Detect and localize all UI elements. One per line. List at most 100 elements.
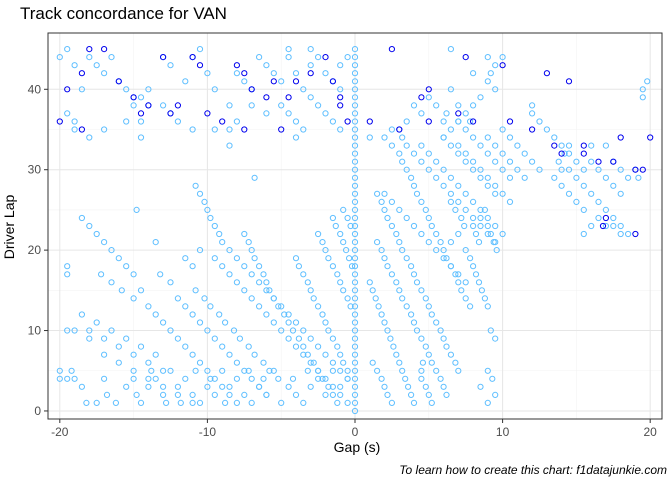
data-point	[145, 359, 152, 366]
data-point	[477, 214, 484, 222]
data-point	[499, 166, 506, 173]
data-point	[443, 255, 450, 262]
data-point	[381, 134, 388, 141]
data-point	[375, 303, 382, 310]
data-point	[418, 94, 425, 101]
x-tick-label: -20	[51, 425, 69, 439]
data-point	[329, 118, 336, 125]
data-point	[536, 166, 543, 173]
data-point	[351, 126, 359, 133]
data-point	[248, 375, 255, 382]
data-point	[108, 327, 115, 334]
data-point	[443, 110, 450, 117]
data-point	[177, 399, 184, 406]
data-point	[256, 303, 263, 310]
data-point	[484, 78, 491, 85]
data-point	[492, 158, 499, 165]
data-point	[130, 94, 137, 101]
data-point	[260, 359, 267, 366]
data-point	[418, 158, 425, 165]
data-point	[447, 126, 454, 133]
data-point	[610, 214, 617, 222]
data-point	[278, 399, 285, 406]
data-point	[270, 70, 277, 77]
data-point	[351, 46, 359, 53]
data-point	[108, 279, 115, 286]
data-point	[388, 399, 395, 406]
data-point	[137, 94, 145, 101]
data-point	[334, 343, 341, 350]
data-point	[219, 263, 226, 270]
data-point	[462, 206, 469, 213]
data-point	[241, 78, 248, 85]
data-point	[241, 367, 248, 374]
data-point	[211, 375, 218, 382]
data-point	[580, 142, 587, 149]
data-point	[101, 126, 108, 133]
data-point	[387, 335, 394, 342]
data-point	[506, 158, 514, 165]
data-point	[588, 190, 595, 197]
data-point	[123, 118, 130, 125]
data-point	[447, 46, 454, 53]
data-point	[462, 150, 469, 157]
data-point	[647, 134, 654, 141]
data-point	[422, 343, 429, 350]
data-point	[351, 102, 359, 109]
data-point	[492, 182, 499, 189]
data-point	[337, 126, 344, 133]
data-point	[160, 391, 167, 398]
data-point	[514, 166, 521, 173]
data-point	[285, 94, 292, 101]
data-point	[351, 327, 359, 334]
data-point	[130, 102, 137, 109]
data-point	[174, 335, 181, 342]
data-point	[245, 239, 252, 246]
data-point	[307, 94, 314, 101]
data-point	[477, 94, 484, 101]
data-point	[270, 319, 277, 326]
data-point	[133, 206, 140, 213]
data-point	[492, 62, 499, 69]
data-point	[492, 335, 499, 342]
data-point	[196, 62, 204, 69]
data-point	[344, 118, 351, 125]
data-point	[455, 150, 462, 157]
data-point	[418, 110, 425, 117]
data-point	[477, 222, 484, 230]
data-point	[351, 86, 359, 93]
data-point	[551, 134, 558, 141]
data-point	[422, 295, 429, 302]
data-point	[78, 126, 86, 133]
data-point	[477, 174, 484, 181]
data-point	[86, 222, 93, 230]
data-point	[455, 271, 462, 278]
data-point	[307, 335, 314, 342]
data-point	[337, 383, 344, 390]
data-point	[617, 222, 624, 230]
data-point	[137, 134, 145, 141]
data-point	[499, 54, 506, 61]
data-point	[64, 263, 71, 270]
data-point	[462, 54, 469, 61]
data-point	[56, 375, 63, 382]
data-point	[381, 190, 388, 197]
data-point	[152, 311, 159, 318]
data-point	[602, 206, 610, 213]
data-point	[174, 383, 181, 390]
data-point	[233, 255, 240, 262]
data-point	[347, 222, 354, 230]
chart-caption: To learn how to create this chart: f1dat…	[399, 463, 667, 477]
data-point	[256, 54, 263, 61]
data-point	[521, 174, 528, 181]
data-point	[101, 46, 108, 53]
data-point	[64, 110, 71, 117]
data-point	[204, 110, 211, 117]
data-point	[452, 271, 459, 278]
data-point	[329, 383, 336, 390]
data-point	[245, 367, 252, 374]
data-point	[492, 190, 499, 197]
data-point	[455, 230, 462, 238]
data-point	[292, 78, 300, 85]
data-point	[443, 391, 450, 398]
